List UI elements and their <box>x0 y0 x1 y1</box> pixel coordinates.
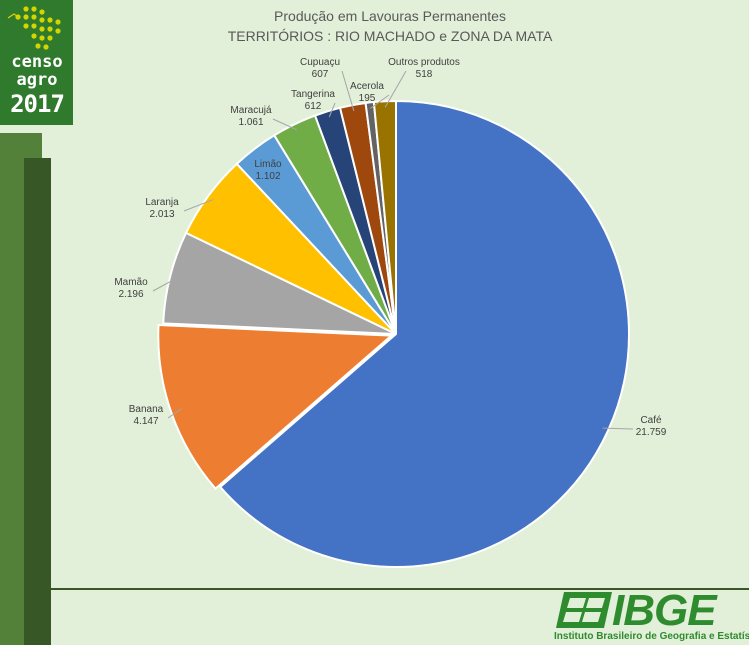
brazil-dots-icon <box>7 6 61 50</box>
chart-subtitle: TERRITÓRIOS : RIO MACHADO e ZONA DA MATA <box>227 28 553 44</box>
slice-value-label: 1.061 <box>238 117 263 128</box>
slice-label: Mamão <box>114 277 148 288</box>
leader-line <box>328 102 336 118</box>
slice-label: Maracujá <box>230 105 272 116</box>
slice-value-label: 195 <box>359 93 376 104</box>
pie-slice-outros-produtos <box>372 99 397 335</box>
slice-label: Outros produtos <box>388 57 460 68</box>
leader-line <box>167 408 182 419</box>
slice-value-label: 518 <box>416 69 433 80</box>
footer-divider <box>24 588 749 590</box>
slice-label: Café <box>640 415 662 426</box>
leader-line <box>272 118 298 131</box>
slice-value-label: 2.013 <box>149 209 174 220</box>
slice-value-label: 4.147 <box>133 416 158 427</box>
decorative-bar-dark <box>24 158 51 645</box>
slice-value-label: 21.759 <box>636 427 667 438</box>
slice-label: Limão <box>254 159 282 170</box>
slice-value-label: 612 <box>305 101 322 112</box>
pie-slice-banana <box>157 323 394 490</box>
leader-line <box>370 94 390 109</box>
censo-agro-logo: censo agro 2017 <box>0 0 73 125</box>
leader-line <box>183 199 214 212</box>
ibge-name: IBGE <box>612 586 717 635</box>
ibge-full-name: Instituto Brasileiro de Geografia e Esta… <box>554 631 749 642</box>
pie-slice-café <box>218 99 630 568</box>
leader-line <box>152 277 177 292</box>
chart-title: Produção em Lavouras Permanentes <box>274 8 506 24</box>
leader-line <box>341 70 355 112</box>
leader-line <box>384 70 407 108</box>
year-text: 2017 <box>10 90 65 118</box>
agro-text: agro <box>16 70 58 90</box>
slice-value-label: 2.196 <box>118 289 143 300</box>
slice-label: Cupuaçu <box>300 57 340 68</box>
censo-text: censo <box>11 52 63 72</box>
slice-label: Laranja <box>145 197 179 208</box>
slice-label: Acerola <box>350 81 384 92</box>
slice-value-label: 607 <box>312 69 329 80</box>
slice-label: Banana <box>129 404 164 415</box>
slice-label: Tangerina <box>291 89 335 100</box>
ibge-logo-icon <box>556 592 612 628</box>
slice-value-label: 1.102 <box>255 171 280 182</box>
leader-line <box>602 427 634 430</box>
